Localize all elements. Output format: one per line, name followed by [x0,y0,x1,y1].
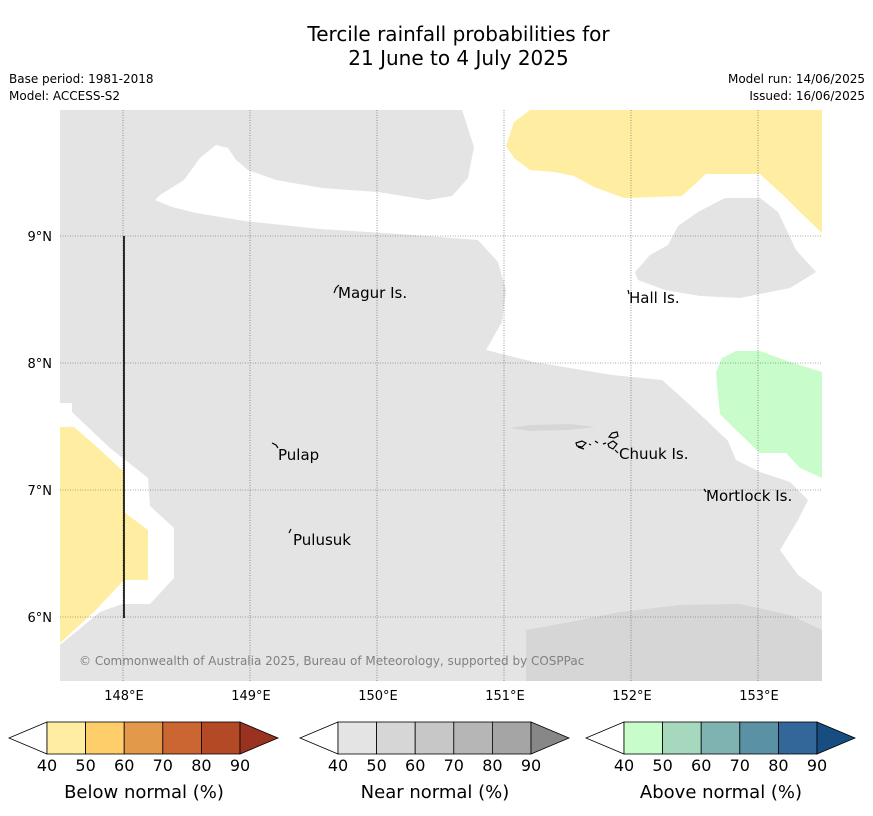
lon-label-153: 153°E [739,689,779,704]
mortlock-island-shape [703,488,707,493]
pulusuk-island-shape [288,528,292,534]
place-labels: Magur Is. Hall Is. Pulap Chuuk Is. Mortl… [278,284,792,549]
lat-label-6n: 6°N [28,611,53,626]
near-normal-region-main [60,110,822,681]
title-line-1: Tercile rainfall probabilities for [307,22,610,46]
hall-island-shape [627,289,630,295]
colorbar-above-tick: 40 [614,756,634,775]
colorbar-below-arrow-low [7,721,48,755]
colorbar-near-tick: 90 [521,756,541,775]
colorbar-near-label: Near normal (%) [361,782,510,803]
colorbar-near-tick: 80 [482,756,502,775]
lon-label-151: 151°E [485,689,525,704]
pulap-island-shape [271,442,279,449]
colorbar-above-tick: 70 [730,756,750,775]
colorbar-below-cell [162,721,202,755]
colorbar-above-tick: 90 [807,756,827,775]
colorbar-near-cell [337,721,377,755]
colorbar-below-tick: 90 [230,756,250,775]
lat-label-8n: 8°N [28,357,53,372]
meta-left: Base period: 1981-2018 Model: ACCESS-S2 [9,71,154,105]
colorbar-below-cell [123,721,164,755]
chart-title: Tercile rainfall probabilities for 21 Ju… [0,22,873,70]
title-line-2: 21 June to 4 July 2025 [348,46,569,70]
issued-date: Issued: 16/06/2025 [749,89,865,103]
magur-island-shape [333,284,340,294]
base-period: Base period: 1981-2018 [9,72,154,86]
lon-label-148: 148°E [104,689,144,704]
colorbar-above-label: Above normal (%) [640,782,802,803]
colorbar-near-cell [453,721,493,755]
lon-label-152: 152°E [612,689,652,704]
colorbar-above-cell [739,721,779,755]
colorbar-near-cell [414,721,455,755]
colorbar-near-tick: 70 [444,756,464,775]
colorbar-above-tick: 80 [768,756,788,775]
colorbar-above-cell [778,721,818,755]
colorbar-above-cell [700,721,741,755]
near-normal-region-south [526,604,822,681]
colorbar-below-cell [85,721,125,755]
colorbar-below-tick: 70 [153,756,173,775]
lon-label-149: 149°E [231,689,271,704]
colorbar-near-arrow-high [530,721,571,755]
colorbar-below-tick: 50 [75,756,95,775]
place-label-pulap: Pulap [278,446,319,464]
colorbar-below-cell [46,721,86,755]
colorbar-above-cell [662,721,702,755]
lat-label-7n: 7°N [28,484,53,499]
copyright-text: © Commonwealth of Australia 2025, Bureau… [79,654,584,668]
colorbar-near: 40 50 60 70 80 90 Near normal (%) [298,721,571,803]
colorbar-above-arrow-low [584,721,625,755]
map-panel: Magur Is. Hall Is. Pulap Chuuk Is. Mortl… [60,110,822,681]
lon-label-150: 150°E [358,689,398,704]
model-name: Model: ACCESS-S2 [9,89,121,103]
islands [271,284,707,534]
colorbar-below-cell [200,721,241,755]
colorbar-near-tick: 40 [328,756,348,775]
colorbar-below: 40 50 60 70 80 90 Below normal (%) [7,721,280,803]
colorbar-above-tick: 50 [652,756,672,775]
below-normal-region-north [506,110,822,233]
above-normal-region [716,351,822,478]
colorbar-below-tick: 40 [37,756,57,775]
longitude-labels: 148°E 149°E 150°E 151°E 152°E 153°E [104,689,779,704]
place-label-chuuk: Chuuk Is. [619,445,688,463]
colorbar-above-tick: 60 [691,756,711,775]
colorbar-near-arrow-low [298,721,339,755]
colorbar-below-tick: 80 [191,756,211,775]
place-label-pulusuk: Pulusuk [293,531,351,549]
colorbar-above-cell [623,721,663,755]
lat-label-9n: 9°N [28,230,53,245]
colorbar-below-label: Below normal (%) [64,782,224,803]
place-label-hall: Hall Is. [629,289,680,307]
colorbar-near-cell [491,721,532,755]
near-normal-streak [510,424,596,431]
colorbar-above-arrow-high [816,721,857,755]
place-label-mortlock: Mortlock Is. [706,487,792,505]
colorbar-above: 40 50 60 70 80 90 Above normal (%) [584,721,857,803]
colorbar-near-cell [376,721,416,755]
place-label-magur: Magur Is. [338,284,407,302]
chuuk-lagoon-shape [575,431,619,454]
below-normal-region-west [60,427,148,643]
gridlines [60,110,822,681]
colorbar-below-tick: 60 [114,756,134,775]
latitude-labels: 9°N 8°N 7°N 6°N [28,230,53,626]
colorbar-below-arrow-high [239,721,280,755]
meta-right: Model run: 14/06/2025 Issued: 16/06/2025 [728,71,865,105]
near-normal-region-northeast [635,198,816,298]
colorbar-near-tick: 60 [405,756,425,775]
model-run: Model run: 14/06/2025 [727,72,865,86]
colorbar-near-tick: 50 [366,756,386,775]
